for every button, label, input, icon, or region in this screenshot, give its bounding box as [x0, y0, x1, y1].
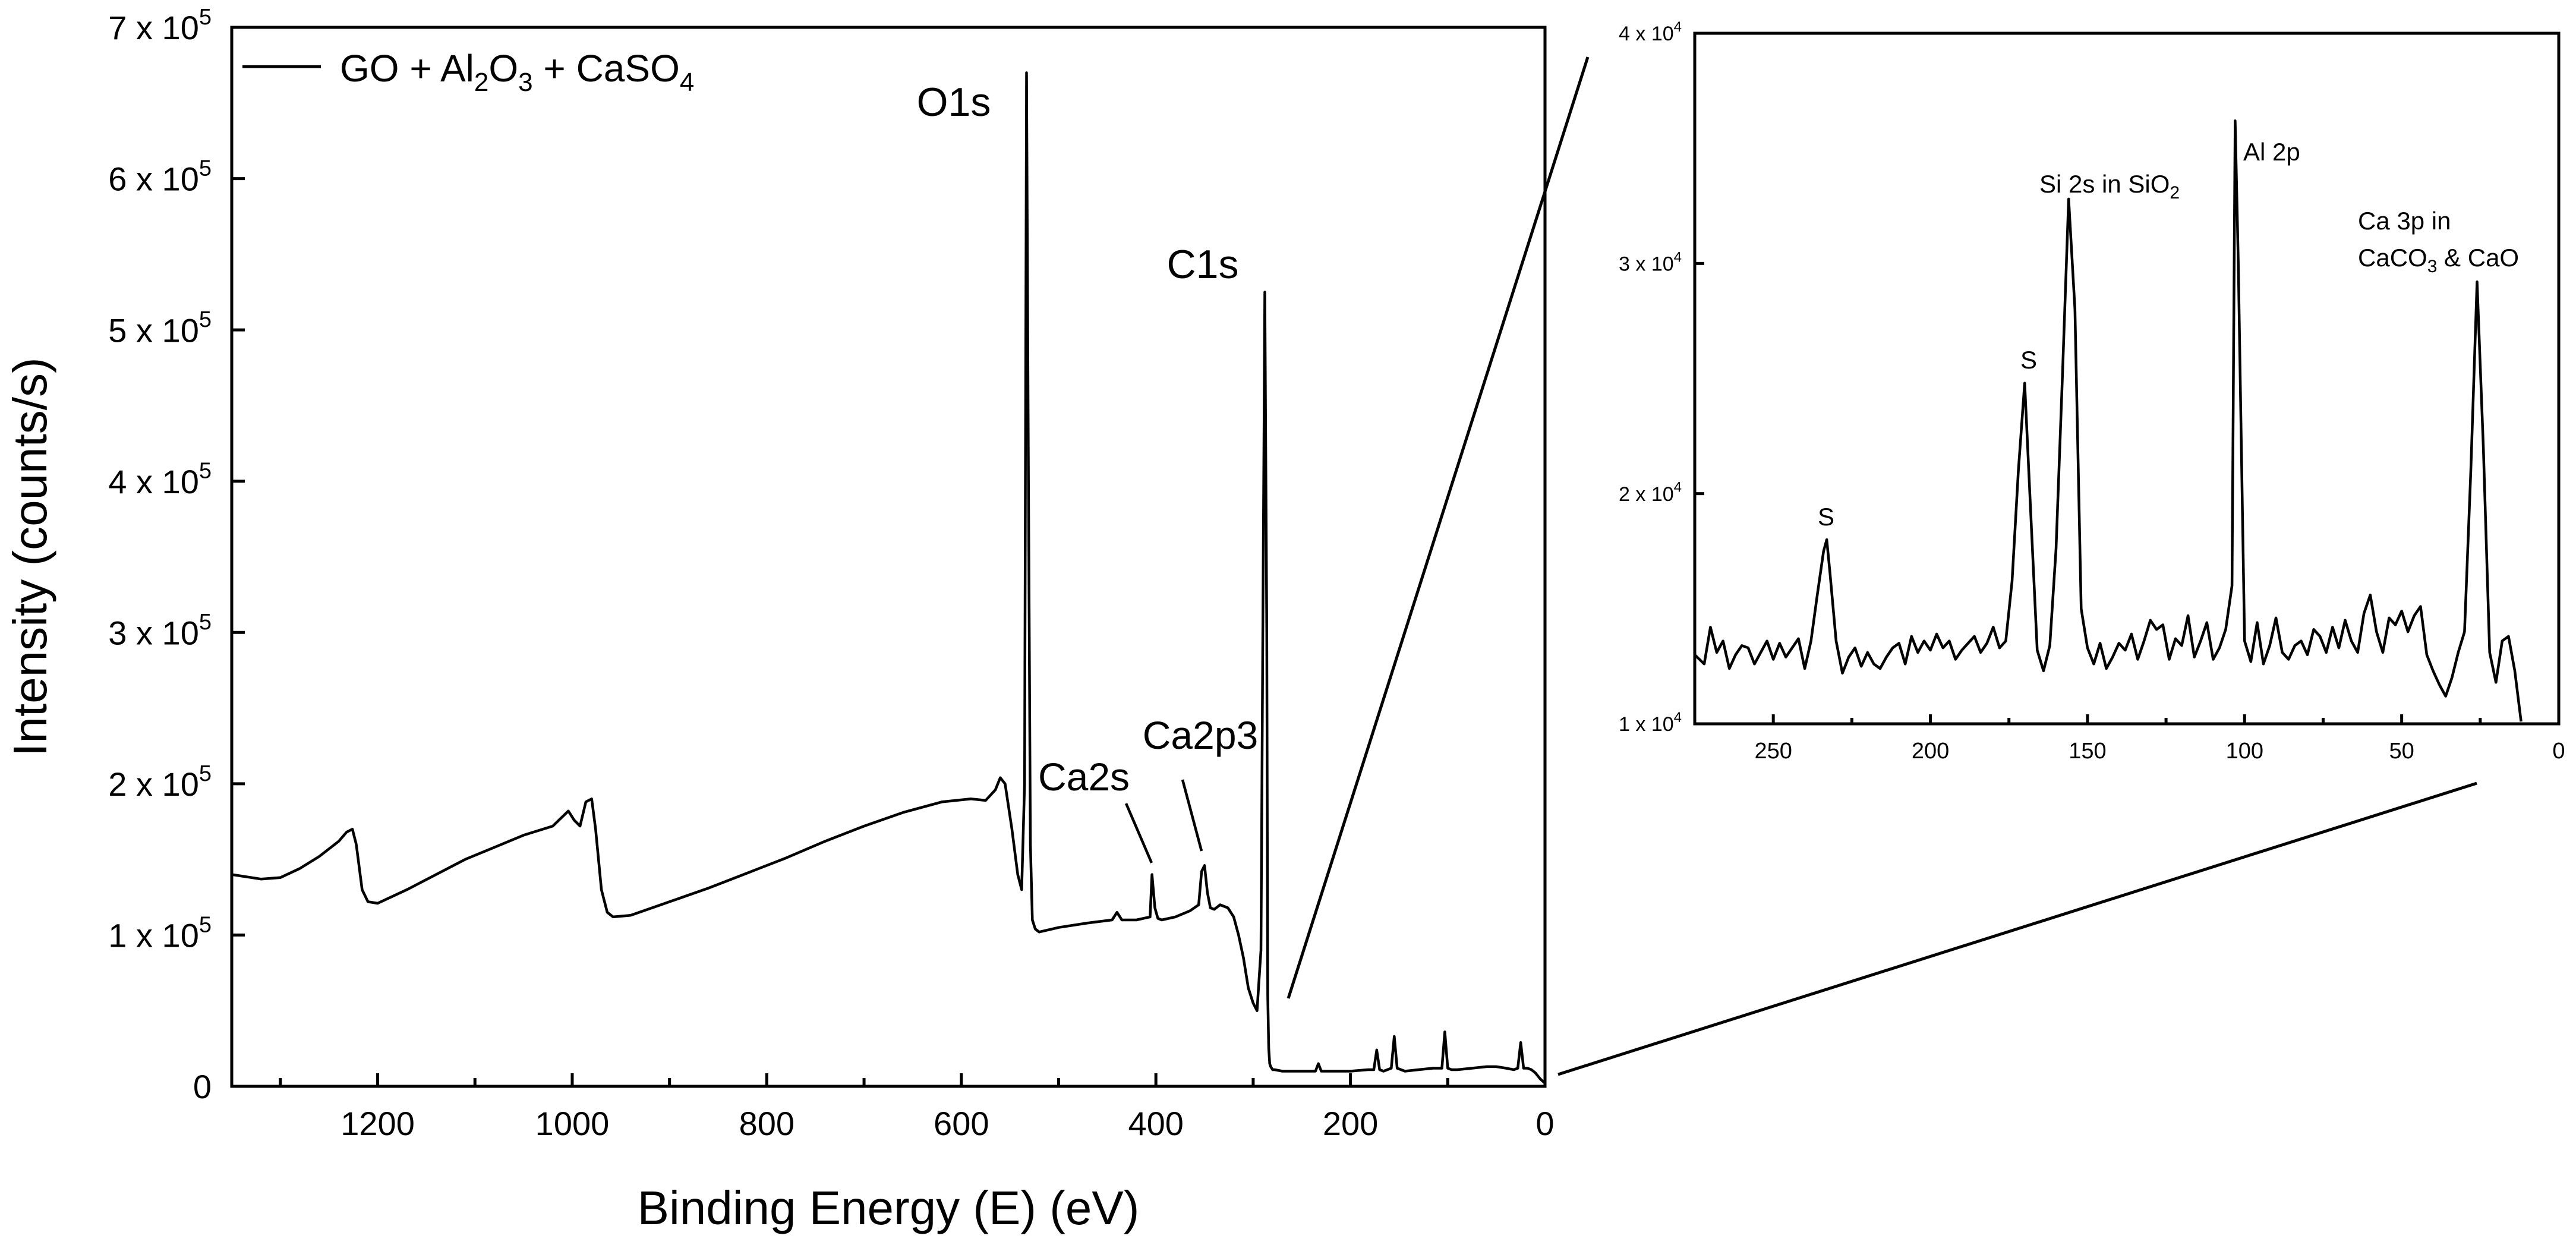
- ca2s-peak-label: Ca2s: [1038, 755, 1130, 799]
- inset-chart: 250 200 150 100 50 0 1 x 104 2 x 104 3 x 104 4 x…: [1619, 19, 2565, 764]
- zoom-connector-upper: [1287, 56, 1590, 999]
- inset-plot-frame: [1693, 31, 2561, 726]
- s-peak-label-169: S: [2020, 346, 2037, 374]
- main-x-axis-label: Binding Energy (E) (eV): [638, 1181, 1140, 1234]
- main-y-tick-label-0: 0: [193, 1068, 212, 1105]
- main-tick-marks: [232, 26, 1547, 1088]
- main-y-tick-label-1: 1 x 105: [108, 912, 212, 954]
- inset-x-tick-labels: 250 200 150 100 50 0: [1754, 739, 2565, 764]
- inset-x-tick-label-100: 100: [2226, 739, 2263, 764]
- al2p-peak-label: Al 2p: [2243, 138, 2300, 166]
- main-y-tick-label-3: 3 x 105: [108, 610, 212, 651]
- main-y-axis-label: Intensity (counts/s): [4, 357, 56, 756]
- main-x-tick-label-1000: 1000: [535, 1105, 610, 1142]
- zoom-connector-lines: [1287, 56, 2477, 1076]
- main-y-tick-label-2: 2 x 105: [108, 761, 212, 803]
- main-y-tick-labels: 0 1 x 105 2 x 105 3 x 105 4 x 105 5 x 105 6 x …: [108, 5, 212, 1105]
- main-x-tick-labels: 1200 1000 800 600 400 200 0: [340, 1105, 1554, 1142]
- main-x-tick-label-400: 400: [1128, 1105, 1183, 1142]
- main-series-line: [231, 71, 1546, 1085]
- inset-y-tick-label-0: 1 x 104: [1619, 710, 1682, 736]
- ca2s-leader-line: [1124, 803, 1153, 863]
- main-y-tick-label-6: 6 x 105: [108, 156, 212, 198]
- o1s-peak-label: O1s: [917, 80, 991, 125]
- ca3p-peak-label-line1: Ca 3p in: [2358, 207, 2451, 235]
- inset-y-tick-labels: 1 x 104 2 x 104 3 x 104 4 x 104: [1619, 19, 1682, 736]
- inset-y-tick-label-2: 3 x 104: [1619, 249, 1682, 275]
- main-chart: 1200 1000 800 600 400 200 0 0 1 x 105 2 x 105 3 x…: [4, 5, 1555, 1234]
- inset-series-line: [1694, 119, 2523, 722]
- s-peak-label-233: S: [1818, 503, 1834, 531]
- c1s-peak-label: C1s: [1167, 242, 1239, 287]
- ca3p-peak-label-line2: CaCO3 & CaO: [2358, 244, 2519, 276]
- ca2p3-leader-line: [1181, 779, 1203, 852]
- inset-x-tick-label-200: 200: [1912, 739, 1949, 764]
- main-peak-annotations: O1s C1s Ca2s Ca2p3: [917, 80, 1259, 863]
- inset-peak-annotations: S S Si 2s in SiO2 Al 2p Ca 3p in CaCO3 &…: [1818, 138, 2519, 531]
- inset-x-tick-label-250: 250: [1754, 739, 1792, 764]
- inset-y-tick-label-1: 2 x 104: [1619, 480, 1682, 506]
- main-y-tick-label-5: 5 x 105: [108, 307, 212, 349]
- inset-x-tick-label-0: 0: [2552, 739, 2565, 764]
- main-x-tick-label-200: 200: [1323, 1105, 1378, 1142]
- main-x-tick-label-800: 800: [739, 1105, 794, 1142]
- legend-series-label: GO + Al2O3 + CaSO4: [340, 47, 694, 97]
- main-y-tick-label-4: 4 x 105: [108, 459, 212, 500]
- zoom-connector-lower: [1557, 781, 2477, 1076]
- inset-x-tick-label-150: 150: [2069, 739, 2106, 764]
- inset-tick-marks: [1695, 31, 2561, 726]
- inset-y-tick-label-3: 4 x 104: [1619, 19, 1682, 45]
- inset-background: [1685, 27, 2559, 725]
- main-x-tick-label-1200: 1200: [340, 1105, 415, 1142]
- main-plot-frame: [230, 26, 1547, 1088]
- ca2p3-peak-label: Ca2p3: [1143, 713, 1259, 757]
- main-y-tick-label-7: 7 x 105: [108, 5, 212, 46]
- main-x-tick-label-0: 0: [1535, 1105, 1554, 1142]
- inset-x-tick-label-50: 50: [2389, 739, 2414, 764]
- main-x-tick-label-600: 600: [934, 1105, 989, 1142]
- legend: GO + Al2O3 + CaSO4: [242, 47, 694, 97]
- si2s-peak-label: Si 2s in SiO2: [2039, 170, 2180, 203]
